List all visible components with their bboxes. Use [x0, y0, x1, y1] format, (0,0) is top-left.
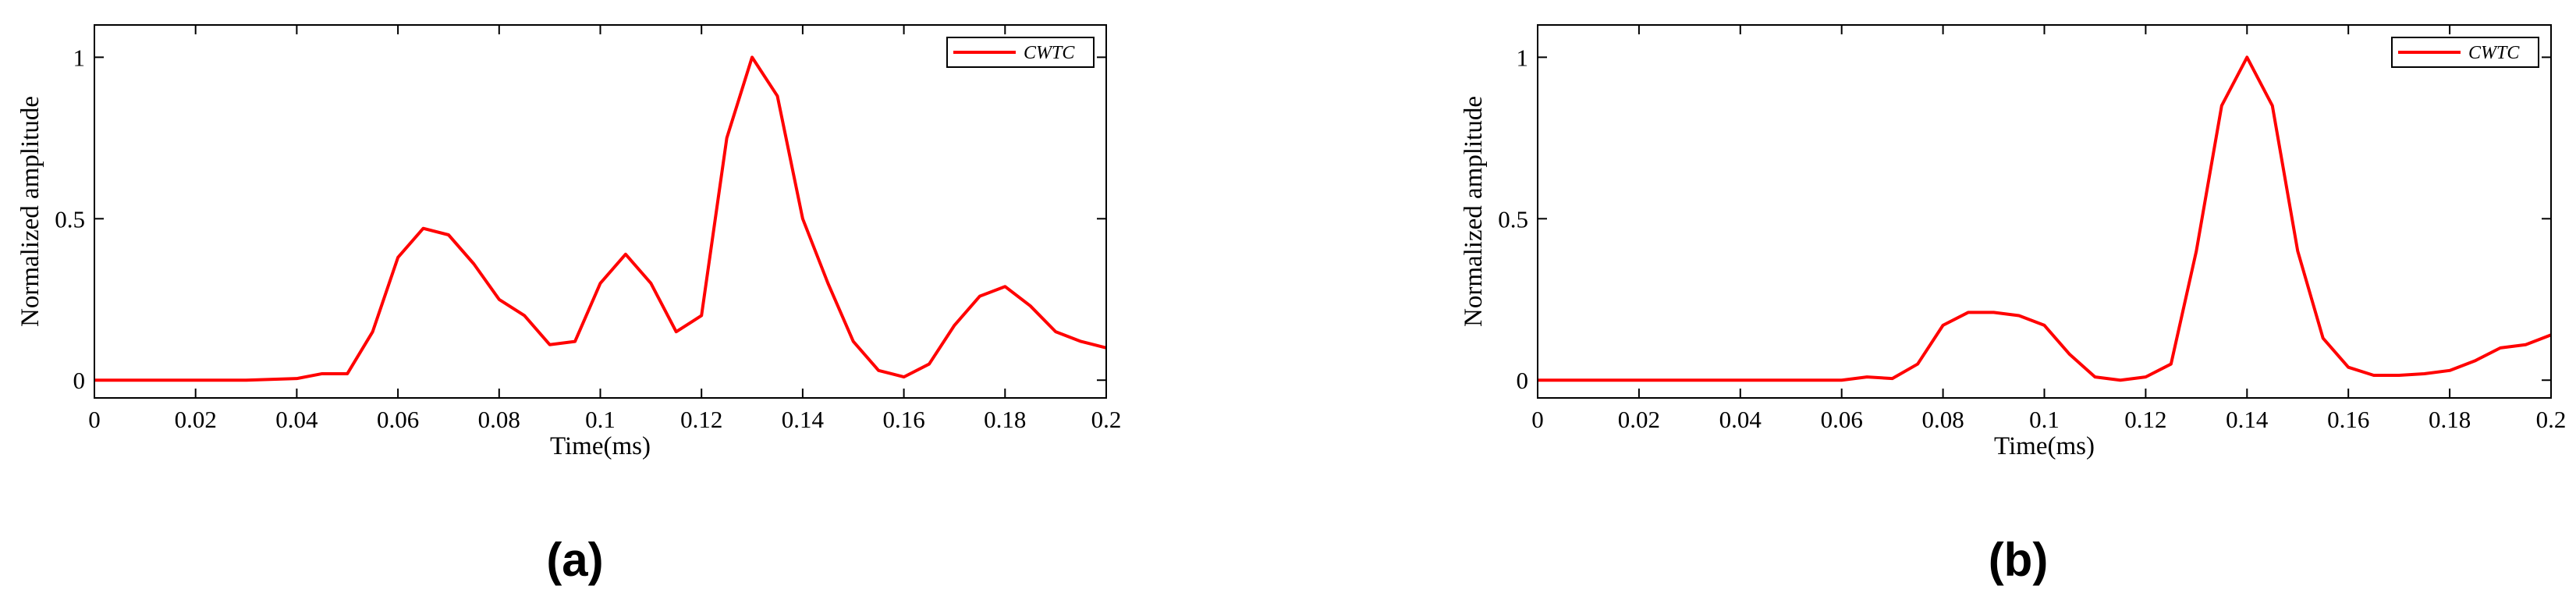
y-axis-label: Normalized amplitude	[16, 96, 44, 327]
x-tick-label: 0.04	[1719, 406, 1762, 433]
chart-panel: 0 0.02 0.04 0.06 0.08 0.1 0.12 0.14 0.16 0.18 0.2 0…	[1460, 24, 2567, 586]
x-tick-label: 0.16	[2327, 406, 2369, 433]
data-line	[1538, 55, 2552, 382]
x-tick-label: 0	[88, 406, 101, 433]
x-tick-label: 0.1	[585, 406, 616, 433]
figure-caption: (b)	[1989, 534, 2049, 586]
x-tick-label: 0.08	[1921, 406, 1964, 433]
x-tick-label: 0.08	[478, 406, 520, 433]
x-tick-label: 0.06	[377, 406, 419, 433]
x-tick-label: 0.14	[2226, 406, 2269, 433]
legend-label: CWTC	[2468, 43, 2520, 63]
x-tick-label: 0.04	[275, 406, 318, 433]
x-tick-label: 0.2	[2536, 406, 2567, 433]
x-tick-label: 0.02	[175, 406, 217, 433]
plot-frame	[94, 24, 1107, 399]
y-tick-label: 0.5	[1498, 205, 1528, 233]
plot-frame	[1537, 24, 2552, 399]
x-tick-label: 0.12	[680, 406, 722, 433]
x-axis-label: Time(ms)	[1994, 432, 2095, 460]
x-tick-label: 0.1	[2029, 406, 2060, 433]
chart-panel: 0 0.02 0.04 0.06 0.08 0.1 0.12 0.14 0.16 0.18 0.2 0…	[16, 24, 1122, 586]
y-tick-label: 1	[73, 44, 86, 71]
x-tick-label: 0.06	[1821, 406, 1863, 433]
x-tick-label: 0	[1531, 406, 1544, 433]
y-tick-label: 0.5	[55, 205, 85, 233]
x-tick-label: 0.18	[984, 406, 1026, 433]
x-tick-label: 0.16	[882, 406, 924, 433]
x-tick-label: 0.2	[1091, 406, 1122, 433]
y-tick-label: 0	[73, 367, 86, 394]
data-line	[94, 55, 1107, 382]
x-axis-label: Time(ms)	[550, 432, 651, 460]
x-tick-label: 0.14	[782, 406, 825, 433]
y-axis-label: Normalized amplitude	[1460, 96, 1488, 327]
x-tick-label: 0.12	[2124, 406, 2166, 433]
x-tick-label: 0.02	[1618, 406, 1660, 433]
y-tick-label: 1	[1517, 44, 1529, 71]
figure-caption: (a)	[546, 534, 603, 586]
legend-label: CWTC	[1024, 43, 1075, 63]
x-tick-label: 0.18	[2429, 406, 2471, 433]
y-tick-label: 0	[1517, 367, 1529, 394]
